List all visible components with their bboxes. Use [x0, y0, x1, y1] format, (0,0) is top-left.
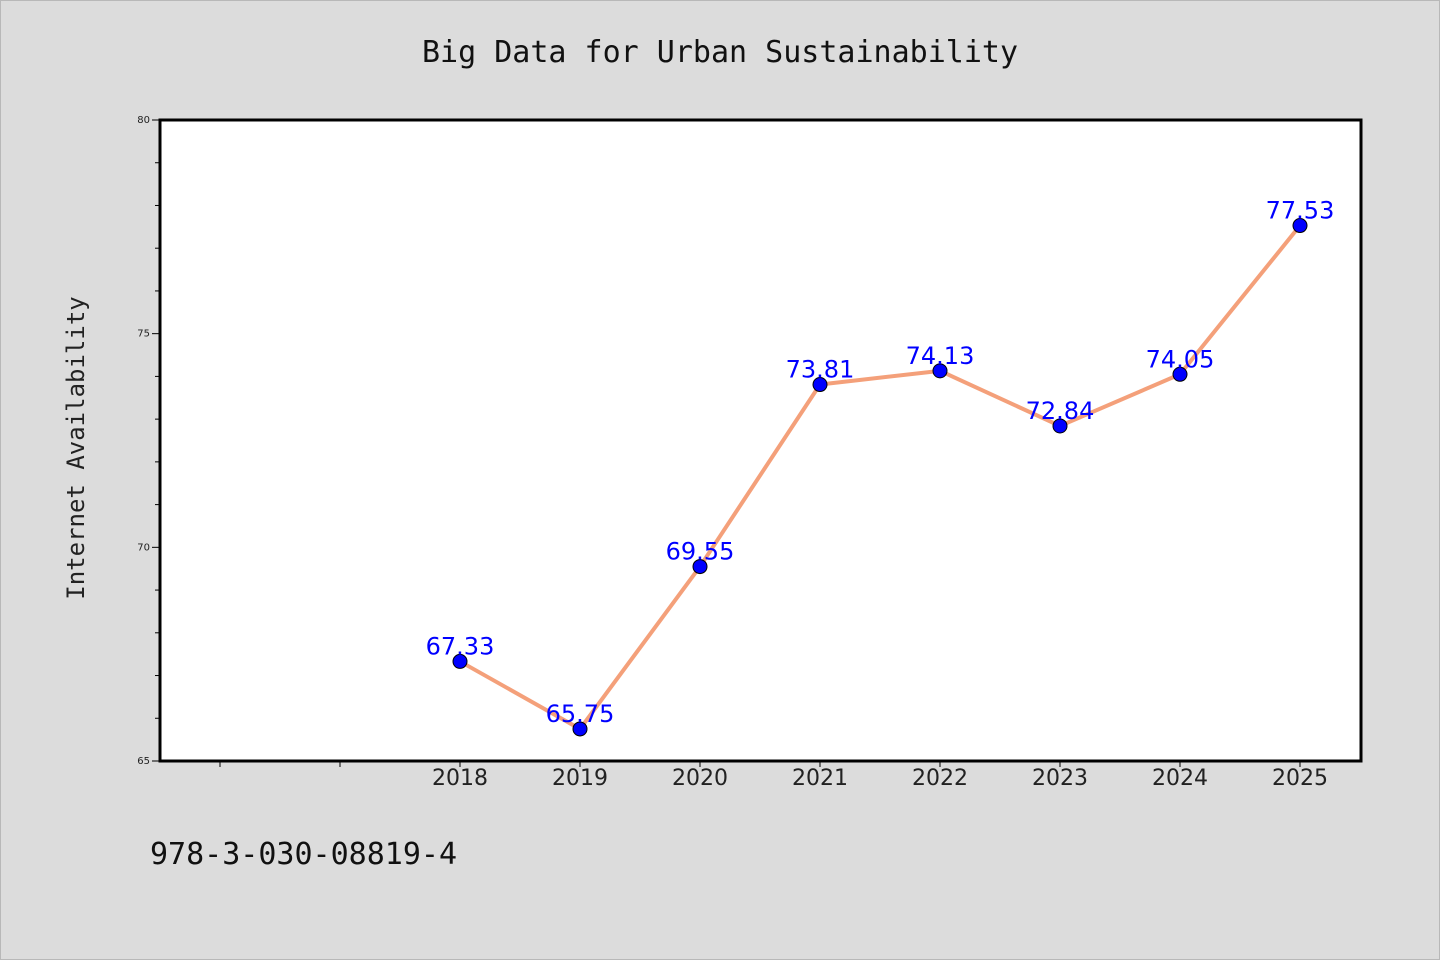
chart-title: Big Data for Urban Sustainability — [422, 35, 1018, 70]
data-label: 69.55 — [666, 538, 735, 566]
data-label: 74.05 — [1146, 345, 1215, 373]
y-tick-label: 70 — [137, 542, 150, 553]
series-line — [458, 223, 1302, 731]
data-point — [692, 559, 708, 575]
data-point — [812, 377, 828, 393]
data-point — [1172, 366, 1188, 382]
data-point — [1292, 218, 1308, 234]
data-label: 73.81 — [786, 356, 855, 384]
x-tick-label: 2018 — [432, 766, 488, 791]
footnote-isbn: 978-3-030-08819-4 — [150, 837, 457, 872]
data-point — [1052, 418, 1068, 434]
y-tick-label: 75 — [137, 329, 150, 340]
plot-area — [160, 120, 1361, 761]
data-point — [572, 721, 588, 737]
y-tick-label: 80 — [137, 115, 150, 126]
x-tick-label: 2021 — [792, 766, 848, 791]
y-tick-label: 65 — [137, 756, 150, 767]
x-tick-label: 2023 — [1032, 766, 1088, 791]
x-tick-label: 2024 — [1152, 766, 1208, 791]
x-tick-label: 2020 — [672, 766, 728, 791]
data-label: 65.75 — [546, 700, 615, 728]
data-label: 67.33 — [426, 632, 495, 660]
data-point — [452, 653, 468, 669]
y-axis-label: Internet Availability — [62, 296, 90, 599]
data-label: 77.53 — [1266, 197, 1335, 225]
plot-border — [158, 118, 1363, 763]
data-label: 72.84 — [1026, 397, 1095, 425]
x-tick-label: 2022 — [912, 766, 968, 791]
data-point — [932, 363, 948, 379]
x-tick-label: 2019 — [552, 766, 608, 791]
data-label: 74.13 — [906, 342, 975, 370]
x-tick-label: 2025 — [1272, 766, 1328, 791]
